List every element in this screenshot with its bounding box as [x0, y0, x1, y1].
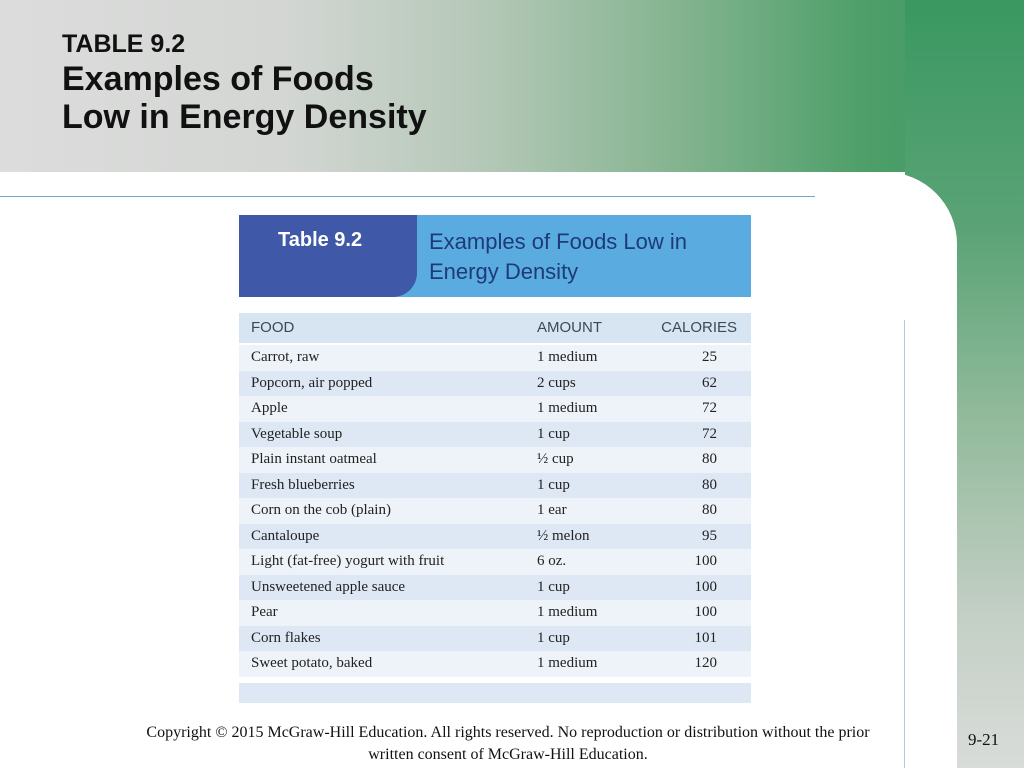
food-cell: Pear: [251, 604, 278, 620]
calories-cell: 100: [694, 553, 718, 569]
food-cell: Fresh blueberries: [251, 476, 355, 493]
amount-cell: 1 cup: [537, 629, 570, 646]
table-row: Corn on the cob (plain) 1 ear 80: [239, 498, 751, 524]
column-header-row: FOOD AMOUNT CALORIES: [239, 313, 751, 343]
table-row: Corn flakes 1 cup 101: [239, 625, 751, 651]
food-cell: Plain instant oatmeal: [251, 451, 377, 467]
amount-cell: 1 cup: [537, 476, 570, 493]
amount-cell: 1 cup: [537, 578, 570, 595]
table-caption-line-2: Energy Density: [429, 259, 579, 284]
calories-cell: 80: [702, 502, 717, 518]
table-caption: Examples of Foods Low in Energy Density: [429, 227, 739, 287]
food-cell: Cantaloupe: [251, 527, 320, 544]
table-row: Cantaloupe ½ melon 95: [239, 523, 751, 549]
calories-cell: 72: [702, 400, 717, 416]
amount-cell: 1 medium: [537, 349, 598, 365]
table-row: Vegetable soup 1 cup 72: [239, 421, 751, 447]
food-cell: Apple: [251, 400, 288, 416]
table-row: Carrot, raw 1 medium 25: [239, 345, 751, 371]
column-header-calories: CALORIES: [661, 319, 737, 336]
table-row: Plain instant oatmeal ½ cup 80: [239, 447, 751, 473]
calories-cell: 101: [694, 629, 718, 646]
calories-cell: 95: [702, 527, 717, 544]
table-tab-label: Table 9.2: [278, 229, 363, 251]
divider-line: [0, 196, 815, 197]
food-cell: Popcorn, air popped: [251, 374, 373, 391]
food-cell: Sweet potato, baked: [251, 655, 373, 671]
food-cell: Unsweetened apple sauce: [251, 578, 406, 595]
table-row: Unsweetened apple sauce 1 cup 100: [239, 574, 751, 600]
page-number: 9-21: [968, 730, 1000, 749]
calories-cell: 100: [694, 578, 718, 595]
food-table: Table 9.2 Examples of Foods Low in Energ…: [239, 215, 751, 703]
header-band: [0, 0, 1024, 172]
table-caption-line-1: Examples of Foods Low in: [429, 229, 688, 254]
amount-cell: 2 cups: [537, 374, 576, 391]
calories-cell: 100: [694, 604, 718, 620]
vertical-rule: [904, 320, 905, 768]
amount-cell: 1 medium: [537, 400, 598, 416]
copyright-line-2: written consent of McGraw-Hill Education…: [368, 746, 648, 763]
food-cell: Light (fat-free) yogurt with fruit: [251, 553, 445, 569]
calories-cell: 80: [702, 476, 717, 493]
table-body: Carrot, raw 1 medium 25 Popcorn, air popped…: [239, 345, 751, 677]
table-row: Sweet potato, baked 1 medium 120: [239, 651, 751, 677]
calories-cell: 62: [702, 374, 717, 391]
food-cell: Corn flakes: [251, 629, 321, 646]
table-row: Popcorn, air popped 2 cups 62: [239, 370, 751, 396]
amount-cell: 1 ear: [537, 502, 567, 518]
table-row: Apple 1 medium 72: [239, 396, 751, 422]
title-line-1: Examples of Foods: [62, 60, 374, 98]
calories-cell: 25: [702, 349, 717, 365]
food-cell: Corn on the cob (plain): [251, 502, 391, 518]
page-title: Examples of Foods Low in Energy Density: [62, 60, 427, 136]
table-tab: Table 9.2: [239, 215, 417, 297]
copyright-notice: Copyright © 2015 McGraw-Hill Education. …: [80, 722, 936, 766]
calories-cell: 80: [702, 451, 717, 467]
amount-cell: 1 medium: [537, 604, 598, 620]
table-row: Pear 1 medium 100: [239, 600, 751, 626]
column-header-amount: AMOUNT: [537, 319, 602, 336]
amount-cell: ½ melon: [537, 527, 590, 544]
copyright-line-1: Copyright © 2015 McGraw-Hill Education. …: [146, 724, 870, 741]
table-row: Fresh blueberries 1 cup 80: [239, 472, 751, 498]
food-cell: Carrot, raw: [251, 349, 320, 365]
table-row: Light (fat-free) yogurt with fruit 6 oz. 1…: [239, 549, 751, 575]
column-header-food: FOOD: [251, 319, 295, 336]
table-label: TABLE 9.2: [62, 30, 186, 58]
amount-cell: 1 cup: [537, 425, 570, 442]
calories-cell: 120: [694, 655, 718, 671]
food-cell: Vegetable soup: [251, 425, 343, 442]
table-footer-band: [239, 683, 751, 703]
amount-cell: 1 medium: [537, 655, 598, 671]
calories-cell: 72: [702, 425, 717, 442]
amount-cell: ½ cup: [537, 451, 574, 467]
title-line-2: Low in Energy Density: [62, 98, 427, 136]
amount-cell: 6 oz.: [537, 553, 567, 569]
